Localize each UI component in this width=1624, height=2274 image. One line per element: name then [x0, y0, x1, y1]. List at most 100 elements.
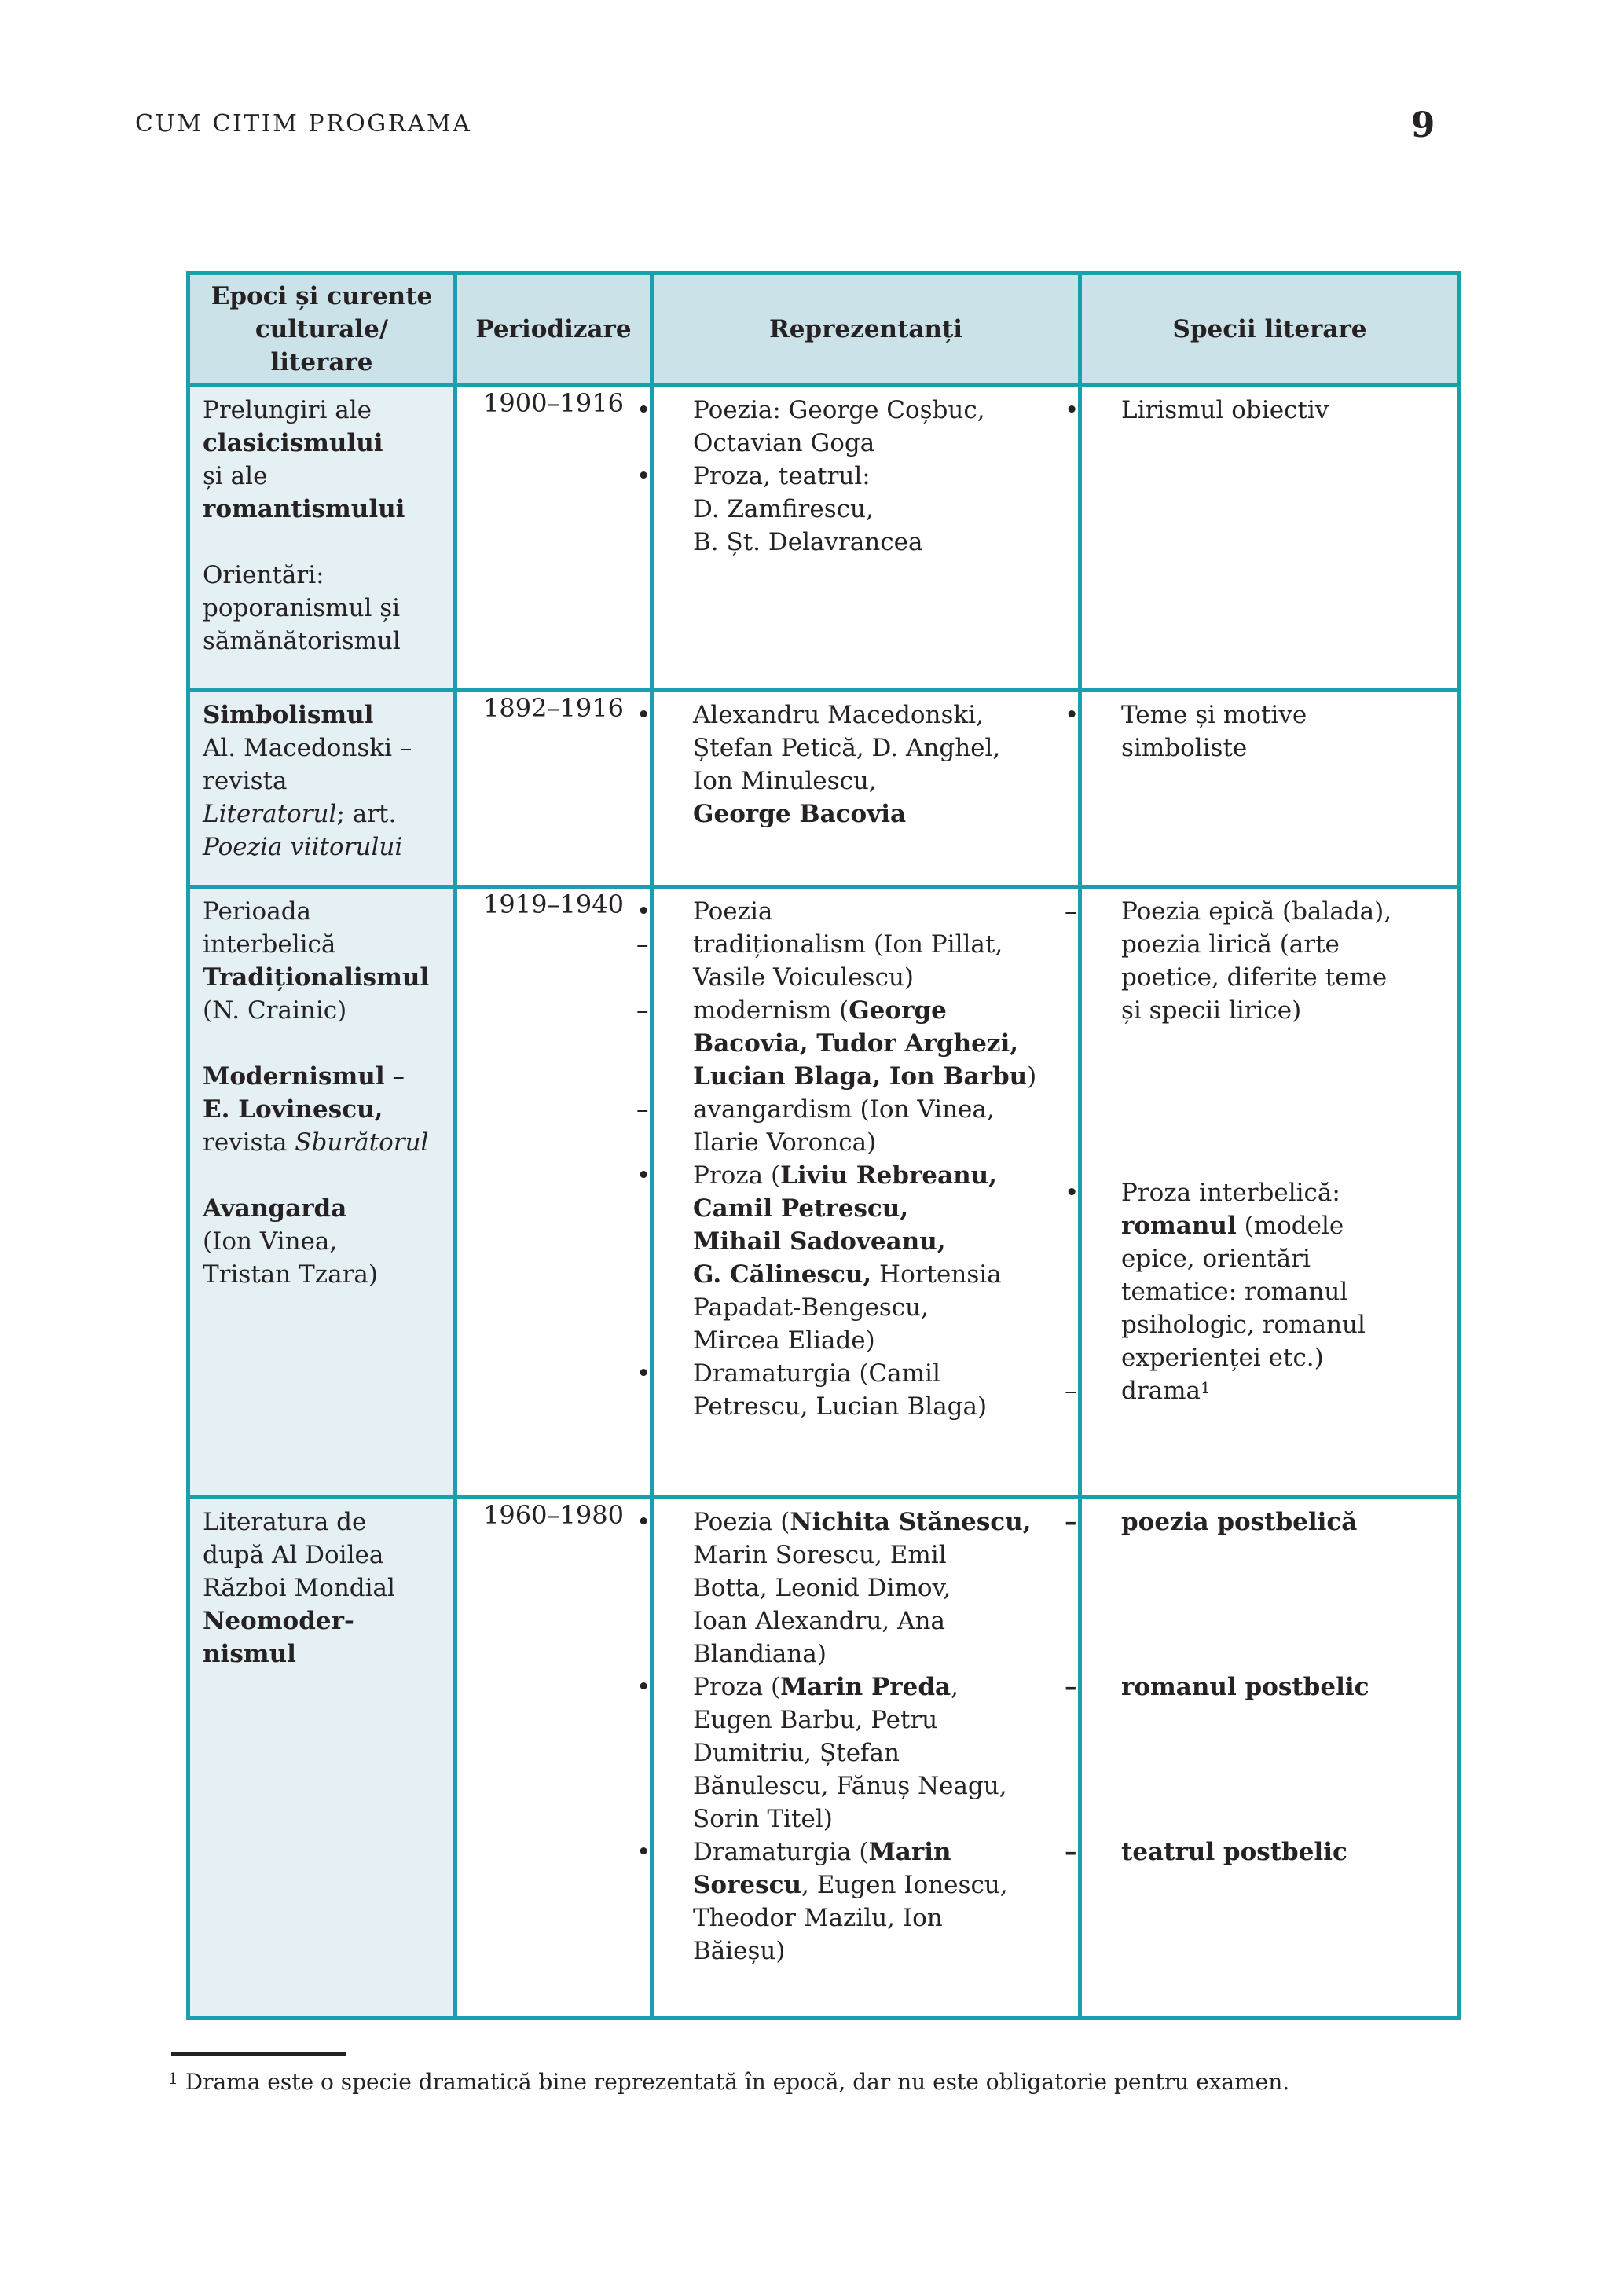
dash-marker: –: [636, 930, 649, 959]
bullet-marker: •: [1065, 701, 1080, 729]
text-segment: Literatura de: [203, 1508, 367, 1536]
list-paragraph: • Alexandru Macedonski, Ștefan Petică, D. …: [636, 699, 1070, 831]
text-line: Octavian Goga: [693, 427, 1070, 460]
table-row: Literatura de după Al Doilea Război Mondia…: [186, 1495, 1461, 2020]
text-segment: Bănulescu, Fănuș Neagu,: [693, 1772, 1007, 1800]
species-cell: • Teme și motive simboliste: [1065, 688, 1461, 889]
text-segment: D. Zamfirescu,: [693, 495, 874, 523]
text-segment: modernism (: [693, 996, 849, 1025]
text-segment: epice, orientări: [1121, 1245, 1311, 1273]
text-line: Al. Macedonski –: [203, 732, 445, 765]
text-line: • Lirismul obiectiv: [1065, 394, 1450, 427]
dash-marker: –: [1065, 1673, 1077, 1701]
footnote-rule: [171, 2052, 346, 2056]
text-line: • Poezia: [636, 895, 1070, 928]
text-line: și specii lirice): [1121, 994, 1450, 1027]
text-line: D. Zamfirescu,: [693, 493, 1070, 526]
bullet-marker: •: [636, 462, 651, 490]
text-line: Sorescu, Eugen Ionescu,: [693, 1869, 1070, 1902]
bullet-marker: •: [636, 701, 651, 729]
text-line: Mihail Sadoveanu,: [693, 1225, 1070, 1258]
list-paragraph: • Poezia (Nichita Stănescu, Marin Sorescu,…: [636, 1506, 1070, 1671]
text-segment: Ion Minulescu,: [693, 767, 877, 795]
text-segment: Tradiționalismul: [203, 963, 430, 992]
text-segment: Botta, Leonid Dimov,: [693, 1574, 951, 1602]
text-segment: Dramaturgia (Camil: [693, 1359, 940, 1388]
text-line: revista: [203, 765, 445, 798]
text-line: romantismului: [203, 493, 445, 526]
period-cell: 1960–1980: [453, 1495, 654, 2020]
text-segment: Sorin Titel): [693, 1805, 833, 1833]
text-line: după Al Doilea: [203, 1539, 445, 1572]
text-segment: Lucian Blaga, Ion Barbu: [693, 1062, 1028, 1091]
text-segment: Poezia (: [693, 1508, 790, 1536]
table-row: Perioada interbelică Tradiționalismul (N. C…: [186, 885, 1461, 1499]
text-segment: Hortensia: [871, 1260, 1002, 1289]
text-line: Modernismul –: [203, 1060, 445, 1093]
text-segment: Octavian Goga: [693, 429, 875, 457]
text-line: Papadat-Bengescu,: [693, 1291, 1070, 1324]
text-line: Marin Sorescu, Emil: [693, 1539, 1070, 1572]
text-segment: Proza, teatrul:: [693, 462, 871, 490]
bullet-marker: •: [636, 1161, 651, 1190]
text-line: clasicismului: [203, 427, 445, 460]
text-segment: Perioada: [203, 897, 312, 926]
text-line: Simbolismul: [203, 699, 445, 732]
text-segment: Marin: [868, 1838, 951, 1866]
dash-marker: –: [1065, 1377, 1077, 1405]
text-segment: George Bacovia: [693, 800, 907, 828]
list-paragraph: – poezia postbelică: [1065, 1506, 1450, 1539]
list-paragraph: – modernism (George Bacovia, Tudor Arghezi…: [636, 994, 1070, 1093]
text-segment: Bacovia, Tudor Arghezi,: [693, 1029, 1019, 1058]
text-line: – romanul postbelic: [1065, 1671, 1450, 1704]
text-segment: Nichita Stănescu,: [790, 1508, 1032, 1536]
table-header-cell: Specii literare: [1078, 271, 1461, 387]
period-cell: 1900–1916: [453, 383, 654, 692]
text-line: – tradiționalism (Ion Pillat,: [636, 928, 1070, 961]
text-segment: ,: [951, 1673, 959, 1701]
text-line: romanul (modele: [1121, 1209, 1450, 1242]
text-line: Literatura de: [203, 1506, 445, 1539]
epoch-cell: Prelungiri ale clasicismului și ale romanti…: [186, 383, 457, 692]
footnote: 1 Drama este o specie dramatică bine rep…: [168, 2067, 1289, 2098]
text-line: Perioada: [203, 895, 445, 928]
text-segment: poezia postbelică: [1121, 1508, 1358, 1536]
text-segment: Camil Petrescu,: [693, 1194, 909, 1223]
text-line: Camil Petrescu,: [693, 1192, 1070, 1225]
text-line: Orientări:: [203, 559, 445, 592]
text-line: Reprezentanți: [768, 315, 963, 343]
text-line: B. Șt. Delavrancea: [693, 526, 1070, 559]
bullet-marker: •: [636, 1673, 651, 1701]
text-line: • Proza interbelică:: [1065, 1176, 1450, 1209]
text-line: Lucian Blaga, Ion Barbu): [693, 1060, 1070, 1093]
list-paragraph: – romanul postbelic: [1065, 1671, 1450, 1704]
text-segment: Ilarie Voronca): [693, 1128, 877, 1157]
table-body: Prelungiri ale clasicismului și ale romanti…: [186, 383, 1461, 2020]
text-line: Bănulescu, Fănuș Neagu,: [693, 1770, 1070, 1803]
list-paragraph: • Proza, teatrul: D. Zamfirescu, B. Șt. Del…: [636, 460, 1070, 559]
text-segment: Dumitriu, Ștefan: [693, 1739, 900, 1767]
text-line: Război Mondial: [203, 1572, 445, 1605]
list-paragraph: • Poezia: [636, 895, 1070, 928]
text-segment: Marin Preda: [780, 1673, 951, 1701]
text-segment: Modernismul: [203, 1062, 385, 1091]
text-segment: revista: [203, 1128, 295, 1157]
text-line: Neomoder-: [203, 1605, 445, 1638]
text-segment: interbelică: [203, 930, 336, 959]
species-cell: – poezia postbelică – romanul postbelic – tea…: [1065, 1495, 1461, 2020]
text-line: (Ion Vinea,: [203, 1225, 445, 1258]
text-line: [203, 1159, 445, 1192]
table-header-cell: Reprezentanți: [650, 271, 1082, 387]
text-segment: Prelungiri ale: [203, 396, 372, 424]
text-segment: tematice: romanul: [1121, 1278, 1348, 1306]
text-segment: Vasile Voiculescu): [693, 963, 914, 992]
representatives-cell: • Poezia (Nichita Stănescu, Marin Sorescu,…: [636, 1495, 1082, 2020]
text-segment: Sorescu: [693, 1871, 801, 1899]
text-line: – poezia postbelică: [1065, 1506, 1450, 1539]
representatives-cell: • Alexandru Macedonski, Ștefan Petică, D. …: [636, 688, 1082, 889]
text-segment: Proza (: [693, 1161, 781, 1190]
text-segment: , Eugen Ionescu,: [801, 1871, 1008, 1899]
text-segment: Sburătorul: [295, 1128, 429, 1157]
text-segment: și specii lirice): [1121, 996, 1302, 1025]
text-line: • Proza (Marin Preda,: [636, 1671, 1070, 1704]
